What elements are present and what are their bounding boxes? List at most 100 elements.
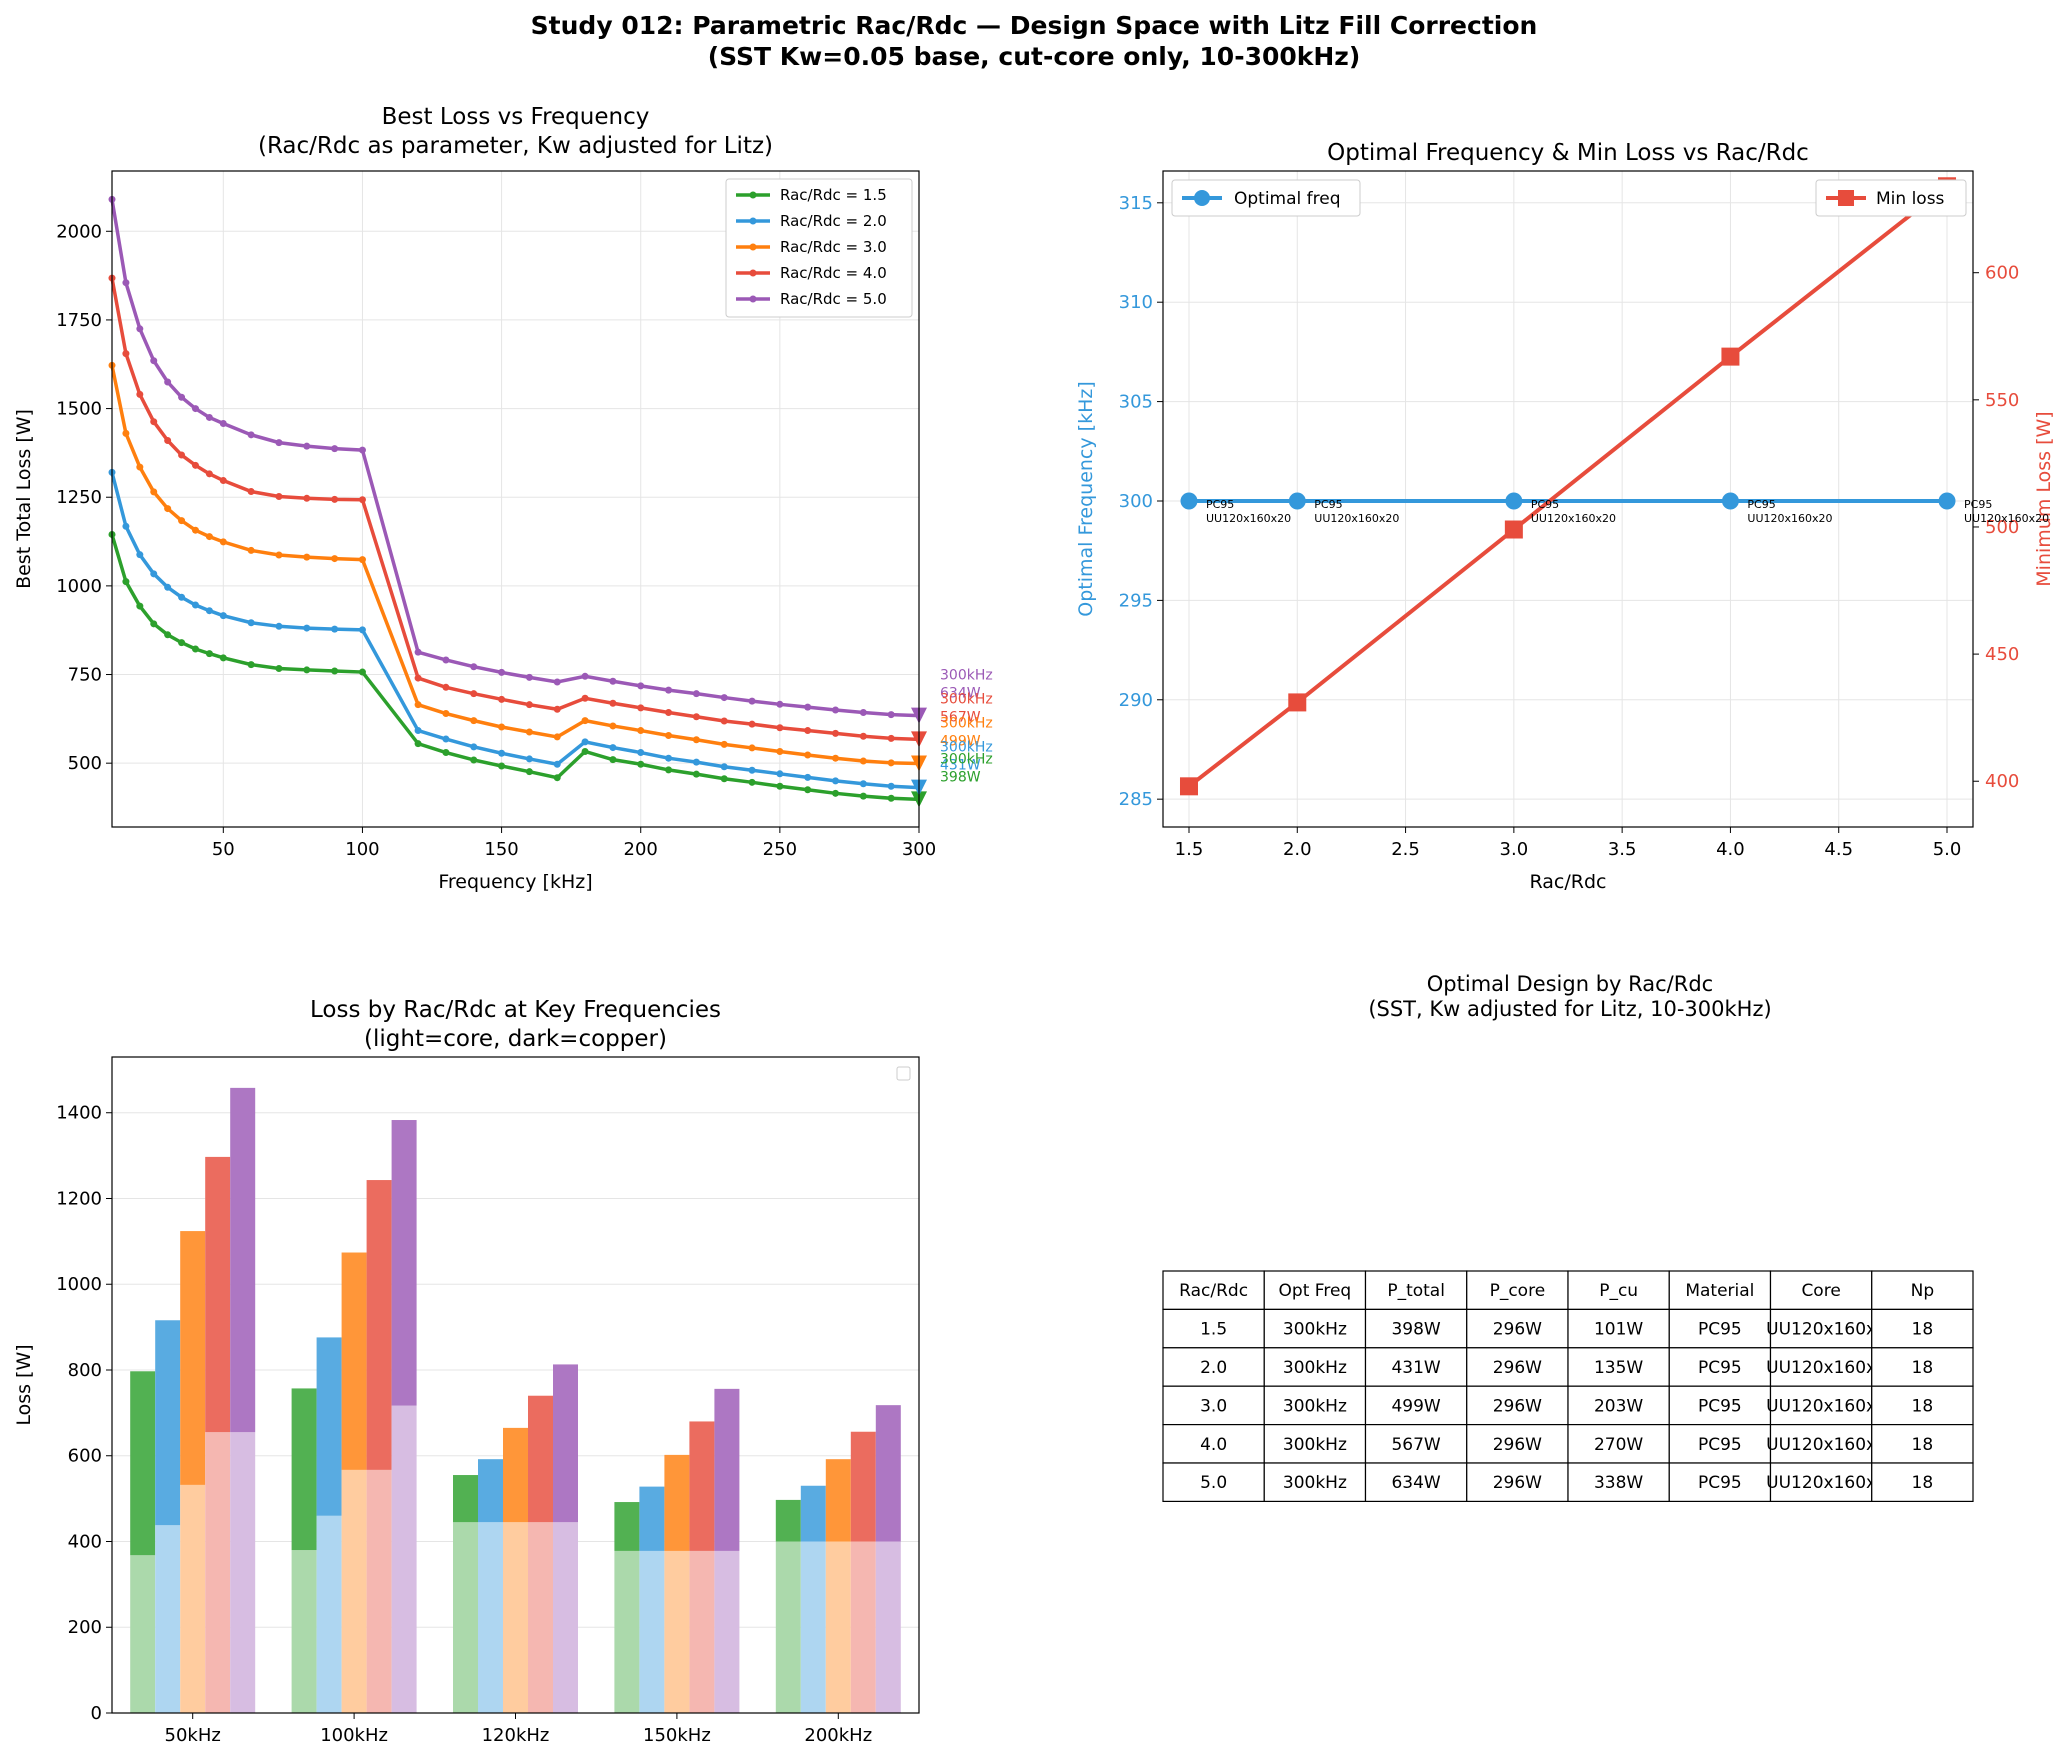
bar-core xyxy=(503,1522,528,1713)
point-label-core: UU120x160x20 xyxy=(1531,512,1616,525)
bar-core xyxy=(614,1550,640,1713)
suptitle-line2: (SST Kw=0.05 base, cut-core only, 10-300… xyxy=(708,42,1361,71)
data-point xyxy=(164,505,172,513)
table-header-text: P_core xyxy=(1490,1281,1546,1301)
table-cell-text: UU120x160x xyxy=(1766,1320,1876,1340)
data-point xyxy=(748,697,756,705)
table-cell xyxy=(1769,1385,1873,1426)
y-tick-label: 1200 xyxy=(56,1188,102,1209)
data-point xyxy=(414,727,422,735)
data-point xyxy=(470,756,478,764)
bar-copper xyxy=(453,1475,478,1523)
end-label-freq: 300kHz xyxy=(940,691,993,707)
data-point xyxy=(692,690,700,698)
data-point xyxy=(414,740,422,748)
data-point xyxy=(164,631,172,639)
table-header-text: Core xyxy=(1801,1281,1840,1301)
data-point xyxy=(553,774,561,782)
data-point xyxy=(637,727,645,735)
point-label-core: UU120x160x20 xyxy=(1747,512,1832,525)
data-point xyxy=(122,279,130,287)
data-point xyxy=(442,710,450,718)
bar-copper xyxy=(180,1231,206,1485)
bar-copper xyxy=(714,1388,740,1551)
x-tick-label: 250 xyxy=(763,839,797,860)
x-tick-label: 4.5 xyxy=(1824,839,1853,860)
table-cell xyxy=(1466,1308,1569,1349)
data-point xyxy=(470,743,478,751)
bar-copper xyxy=(155,1320,181,1526)
x-tick-label: 3.5 xyxy=(1608,839,1637,860)
point-label-core: UU120x160x20 xyxy=(1206,512,1291,525)
bar-copper xyxy=(800,1485,826,1542)
data-point xyxy=(720,717,728,725)
table-cell-text: PC95 xyxy=(1698,1358,1742,1378)
data-point xyxy=(178,517,186,525)
data-point xyxy=(205,607,213,615)
table-cell xyxy=(1364,1423,1468,1464)
data-point xyxy=(358,496,366,504)
y-tick-label: 2000 xyxy=(56,221,102,242)
data-point xyxy=(191,461,199,469)
data-point xyxy=(205,650,213,658)
table-cell xyxy=(1567,1423,1670,1464)
legend-box-left xyxy=(1171,179,1361,217)
table-cell-text: 18 xyxy=(1912,1435,1934,1455)
legend-marker xyxy=(1838,190,1854,206)
data-point xyxy=(150,488,158,496)
table-cell-text: PC95 xyxy=(1698,1320,1742,1340)
table-cell xyxy=(1364,1462,1468,1503)
x-axis-label: Frequency [kHz] xyxy=(438,871,592,893)
bar-copper xyxy=(230,1087,256,1433)
x-tick-label: 200 xyxy=(624,839,658,860)
data-point xyxy=(191,645,199,653)
table-cell-text: 203W xyxy=(1594,1396,1643,1416)
data-point xyxy=(164,583,172,591)
table-title-line1: Optimal Design by Rac/Rdc xyxy=(1427,972,1713,996)
data-point xyxy=(832,789,840,797)
data-point xyxy=(136,602,144,610)
y-tick-label: 750 xyxy=(68,665,102,686)
data-point xyxy=(498,723,506,731)
y-tick-label: 600 xyxy=(68,1446,102,1467)
data-point xyxy=(692,713,700,721)
x-tick-label: 5.0 xyxy=(1933,839,1962,860)
table-cell xyxy=(1871,1385,1974,1426)
data-point xyxy=(692,736,700,744)
plot-frame xyxy=(111,170,920,828)
data-point xyxy=(665,708,673,716)
table-cell-text: 499W xyxy=(1391,1396,1440,1416)
data-point xyxy=(247,661,255,669)
data-point xyxy=(525,701,533,709)
legend-marker xyxy=(1194,190,1210,206)
end-label-freq: 300kHz xyxy=(940,751,993,767)
data-point xyxy=(748,744,756,752)
data-point xyxy=(303,494,311,502)
data-point xyxy=(804,751,812,759)
bar-core xyxy=(478,1522,503,1713)
chart-title-line2: (Rac/Rdc as parameter, Kw adjusted for L… xyxy=(258,133,773,159)
data-point xyxy=(887,734,895,742)
table-header-text: Material xyxy=(1685,1281,1754,1301)
data-point xyxy=(832,729,840,737)
end-label-loss: 567W xyxy=(940,709,981,725)
y-tick-label-right: 550 xyxy=(1985,390,2019,411)
data-point xyxy=(665,766,673,774)
data-point xyxy=(178,451,186,459)
legend-label: Rac/Rdc = 1.5 xyxy=(780,186,887,204)
data-point xyxy=(122,578,130,586)
data-point xyxy=(498,668,506,676)
data-point xyxy=(553,705,561,713)
data-point xyxy=(414,701,422,709)
data-point xyxy=(525,673,533,681)
legend-marker xyxy=(749,269,757,277)
x-tick-label: 150kHz xyxy=(643,1725,711,1746)
data-point xyxy=(581,738,589,746)
y-tick-label-left: 285 xyxy=(1119,789,1153,810)
data-point xyxy=(692,758,700,766)
data-point xyxy=(191,601,199,609)
data-point xyxy=(804,727,812,735)
table-cell-text: 5.0 xyxy=(1200,1473,1227,1493)
data-point xyxy=(525,768,533,776)
table-header-cell xyxy=(1162,1270,1265,1311)
